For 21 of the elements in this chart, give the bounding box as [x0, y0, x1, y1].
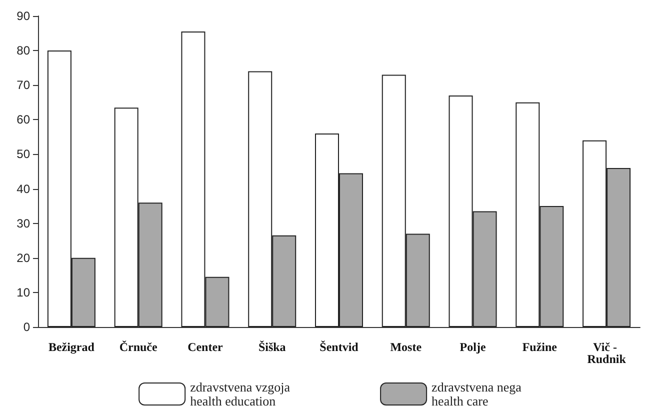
- x-tick-label: Polje: [460, 340, 486, 354]
- y-tick-label: 20: [16, 250, 30, 265]
- x-tick-label: Šentvid: [320, 340, 359, 354]
- x-tick-label: Šiška: [258, 340, 286, 354]
- x-tick-label: Črnuče: [119, 340, 158, 354]
- y-tick-label: 90: [16, 9, 30, 23]
- y-tick-label: 30: [16, 216, 30, 230]
- x-tick-label: Moste: [390, 340, 422, 354]
- legend-label: zdravstvena vzgoja health education: [190, 380, 290, 408]
- x-tick-label: Vič - Rudnik: [587, 340, 626, 366]
- x-tick-label: Bežigrad: [48, 340, 95, 354]
- y-tick-label: 70: [16, 78, 30, 92]
- x-tick-label: Center: [188, 340, 224, 354]
- x-tick-label: Fužine: [522, 340, 558, 354]
- y-tick-label: 60: [16, 112, 30, 127]
- y-tick-label: 10: [16, 285, 30, 300]
- legend-label: zdravstvena nega health care: [432, 380, 522, 408]
- y-tick-label: 50: [16, 147, 30, 162]
- y-tick-label: 40: [16, 182, 30, 196]
- y-tick-label: 0: [23, 320, 30, 334]
- y-tick-label: 80: [16, 44, 30, 58]
